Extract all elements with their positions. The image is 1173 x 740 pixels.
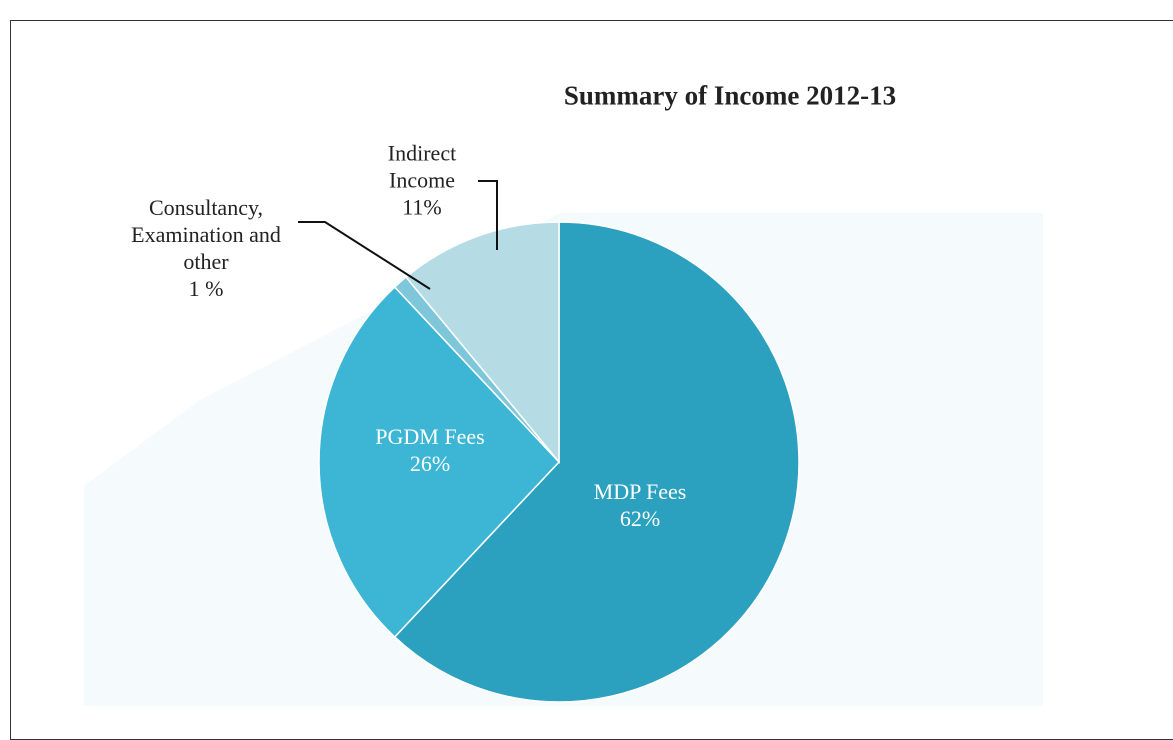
- value-label: 62%: [619, 506, 661, 531]
- category-label: Indirect Income: [387, 140, 457, 193]
- leader-line: [298, 221, 431, 290]
- slice-label: Consultancy, Examination and other 1 %: [131, 194, 281, 302]
- value-label: 1 %: [188, 276, 224, 301]
- value-label: 11%: [402, 194, 442, 220]
- leader-line: [478, 180, 498, 250]
- chart: [298, 180, 800, 703]
- slice-label: PGDM Fees 26%: [330, 423, 530, 477]
- pie-slice: [318, 285, 561, 639]
- value-label: 26%: [409, 451, 451, 476]
- slice-label: Indirect Income 11%: [367, 140, 477, 221]
- pie: [318, 221, 800, 703]
- category-label: Consultancy, Examination and other: [131, 195, 281, 274]
- pie-slice: [404, 221, 560, 465]
- chart-title: Summary of Income 2012-13: [563, 80, 897, 111]
- page: Summary of Income 2012-13 MDP Fees 62% PGD…: [10, 20, 1173, 740]
- slice-label: MDP Fees 62%: [540, 478, 740, 532]
- category-label: PGDM Fees: [375, 424, 485, 449]
- pie-slice: [393, 221, 800, 703]
- category-label: MDP Fees: [593, 479, 687, 504]
